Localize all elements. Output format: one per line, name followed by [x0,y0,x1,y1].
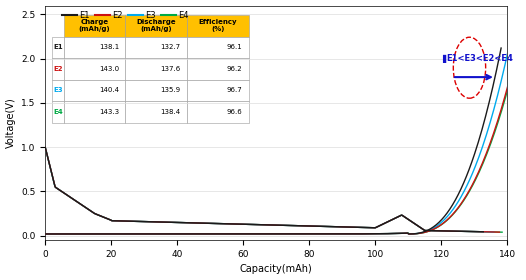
Legend: E1, E2, E3, E4: E1, E2, E3, E4 [58,7,193,23]
X-axis label: Capacity(mAh): Capacity(mAh) [240,264,312,274]
Text: ▌: ▌ [442,54,448,63]
Y-axis label: Voltage(V): Voltage(V) [6,97,16,148]
Text: E1<E3<E2<E4: E1<E3<E2<E4 [447,54,513,63]
